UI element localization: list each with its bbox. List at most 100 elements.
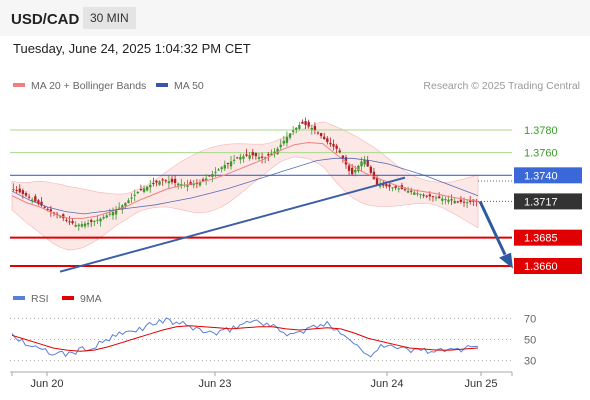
candle-body bbox=[285, 136, 289, 143]
candle-body bbox=[465, 202, 469, 204]
candle-body bbox=[24, 192, 28, 196]
ma20-line bbox=[11, 141, 479, 219]
candle-body bbox=[139, 189, 143, 191]
candle-body bbox=[313, 125, 317, 130]
candle-body bbox=[152, 183, 155, 185]
candle-body bbox=[254, 152, 258, 157]
candle-body bbox=[34, 196, 37, 202]
candle-body bbox=[130, 197, 133, 199]
candle-body bbox=[86, 223, 90, 225]
level-label-1.3740: 1.3740 bbox=[524, 170, 558, 182]
legend-rsi-ma: 9MA bbox=[62, 293, 102, 305]
candle-body bbox=[121, 205, 124, 210]
x-tick-jun-23: Jun 23 bbox=[198, 378, 231, 390]
level-label-1.3760: 1.3760 bbox=[524, 148, 558, 160]
ma50-line bbox=[11, 157, 479, 215]
candle-body bbox=[117, 207, 121, 209]
x-tick-jun-20: Jun 20 bbox=[30, 378, 63, 390]
candle-body bbox=[459, 199, 463, 202]
candle-body bbox=[226, 163, 230, 165]
candle-body bbox=[164, 180, 167, 182]
candle-body bbox=[71, 221, 74, 224]
rsi-swatch bbox=[13, 296, 25, 301]
candle-body bbox=[15, 189, 18, 191]
candle-body bbox=[332, 143, 335, 147]
candle-body bbox=[124, 203, 127, 207]
candle-body bbox=[77, 224, 80, 227]
candle-body bbox=[46, 208, 49, 210]
legend-ma20-label: MA 20 + Bollinger Bands bbox=[31, 80, 147, 92]
candle-body bbox=[444, 199, 447, 201]
level-badge-pivot bbox=[514, 167, 582, 184]
candle-body bbox=[354, 169, 357, 173]
candle-body bbox=[437, 196, 441, 199]
candle-body bbox=[357, 165, 360, 172]
support-trendline bbox=[59, 176, 406, 273]
ma20-swatch bbox=[13, 83, 25, 88]
candle-body bbox=[385, 184, 388, 187]
candle-body bbox=[425, 195, 428, 197]
candle-body bbox=[180, 184, 183, 186]
candle-body bbox=[158, 181, 161, 185]
candle-body bbox=[251, 152, 254, 156]
candle-body bbox=[267, 154, 270, 156]
candle-body bbox=[279, 144, 282, 148]
candle-body bbox=[211, 174, 214, 177]
candle-body bbox=[204, 178, 208, 181]
candle-body bbox=[68, 221, 71, 223]
candle-body bbox=[52, 212, 56, 214]
level-label-1.3780: 1.3780 bbox=[524, 125, 558, 137]
candle-body bbox=[419, 194, 422, 196]
x-tick-jun-25: Jun 25 bbox=[464, 378, 497, 390]
candle-body bbox=[434, 197, 438, 199]
candle-body bbox=[214, 171, 217, 173]
candle-body bbox=[27, 196, 31, 198]
candle-body bbox=[111, 211, 115, 216]
candle-body bbox=[282, 140, 286, 144]
candle-body bbox=[372, 171, 376, 180]
candle-body bbox=[298, 124, 301, 129]
candle-body bbox=[347, 165, 351, 171]
candle-body bbox=[195, 183, 199, 185]
chart-header: USD/CAD 30 MIN bbox=[0, 0, 590, 36]
candle-body bbox=[248, 155, 251, 159]
candle-body bbox=[450, 199, 453, 201]
candle-body bbox=[192, 184, 195, 186]
rsi-tick-30: 30 bbox=[524, 356, 536, 368]
candle-body bbox=[369, 166, 373, 173]
candle-body bbox=[264, 157, 267, 159]
candle-body bbox=[173, 178, 177, 183]
candle-body bbox=[145, 186, 149, 191]
candle-body bbox=[288, 133, 292, 138]
candle-body bbox=[198, 182, 202, 186]
candle-body bbox=[360, 161, 363, 167]
legend-rsi: RSI bbox=[13, 293, 49, 305]
candle-body bbox=[136, 191, 140, 194]
timeframe-button[interactable]: 30 MIN bbox=[83, 7, 136, 29]
candle-body bbox=[133, 194, 136, 196]
candle-body bbox=[416, 193, 419, 195]
rsi-ma-line bbox=[11, 325, 479, 352]
candle-body bbox=[391, 187, 394, 189]
candle-body bbox=[245, 154, 248, 156]
candle-body bbox=[65, 219, 68, 221]
ma50-swatch bbox=[156, 83, 168, 88]
candle-body bbox=[304, 121, 307, 126]
candle-body bbox=[366, 160, 369, 167]
forecast-arrow-head bbox=[499, 252, 513, 269]
legend-ma50-label: MA 50 bbox=[174, 80, 204, 92]
candle-body bbox=[186, 185, 189, 187]
legend-ma50: MA 50 bbox=[156, 80, 204, 92]
candle-body bbox=[319, 132, 323, 137]
candle-body bbox=[217, 169, 220, 171]
candle-body bbox=[236, 157, 239, 159]
last-price-badge bbox=[514, 193, 582, 210]
candle-body bbox=[341, 155, 345, 159]
candle-body bbox=[242, 156, 245, 159]
candle-body bbox=[96, 219, 99, 221]
candle-body bbox=[108, 213, 112, 215]
candle-body bbox=[326, 138, 329, 143]
level-label-1.3685: 1.3685 bbox=[524, 233, 558, 245]
candle-body bbox=[90, 219, 93, 222]
candle-body bbox=[323, 136, 326, 140]
